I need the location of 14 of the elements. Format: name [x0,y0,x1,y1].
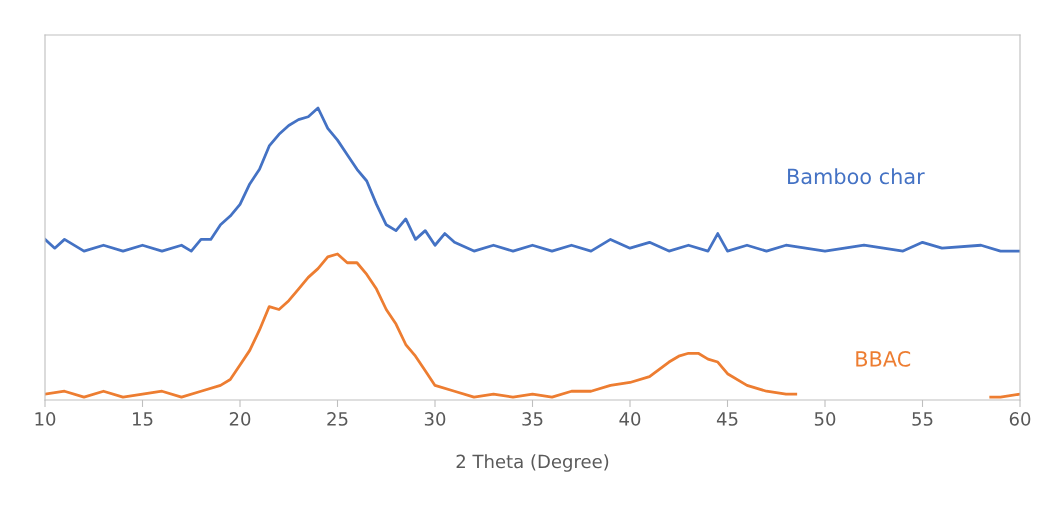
x-tick-label: 50 [814,412,836,426]
x-tick-label: 60 [1009,412,1031,426]
x-tick-label: 20 [229,412,251,426]
x-axis-title: 2 Theta (Degree) [456,454,609,472]
x-tick-label: 30 [424,412,446,426]
x-tick-label: 40 [619,412,641,426]
x-tick-label: 55 [912,412,933,426]
text: BBAC [856,351,911,367]
x-tick-label: 35 [522,412,543,426]
x-tick-label: 25 [327,412,348,426]
x-tick-label: 15 [133,412,153,426]
x-tick-label: 10 [35,412,56,426]
text: Bamboo char [788,168,925,185]
x-tick-label: 45 [716,412,738,426]
